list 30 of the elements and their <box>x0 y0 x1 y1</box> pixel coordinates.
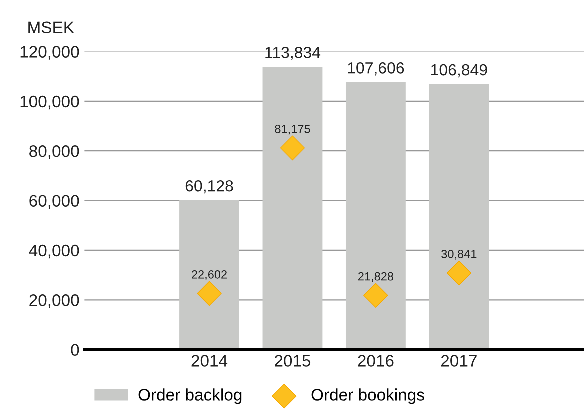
y-tick-label: 80,000 <box>30 146 80 160</box>
point <box>364 283 388 308</box>
point <box>280 136 306 161</box>
bar <box>180 200 240 350</box>
data-label: 60,128 <box>186 180 234 194</box>
y-tick-label: 40,000 <box>29 244 80 259</box>
y-tick-label: 60,000 <box>30 195 80 209</box>
y-tick-label: 0 <box>71 344 80 356</box>
legend-label: Order bookings <box>312 388 424 404</box>
point <box>446 260 472 286</box>
x-tick-label: 2014 <box>192 355 228 367</box>
y-tick-label: 100,000 <box>20 96 80 110</box>
x-tick-label: 2016 <box>358 355 394 367</box>
data-label: 22,602 <box>192 270 227 280</box>
point <box>197 281 222 306</box>
data-label: 30,841 <box>442 250 477 260</box>
y-tick-label: 20,000 <box>30 294 80 308</box>
data-label: 81,175 <box>275 125 310 135</box>
legend-label: Order backlog <box>138 388 242 404</box>
bar <box>346 82 406 350</box>
bar <box>262 67 323 350</box>
y-tick-label: 120,000 <box>20 46 80 60</box>
y-axis-title: MSEK <box>28 22 74 34</box>
data-label: 106,849 <box>432 64 488 78</box>
data-label: 21,828 <box>358 272 394 282</box>
x-tick-label: 2015 <box>275 355 311 367</box>
bar <box>429 84 490 350</box>
data-label: 107,606 <box>348 62 404 76</box>
x-tick-label: 2017 <box>441 355 477 367</box>
data-label: 113,834 <box>266 47 321 60</box>
